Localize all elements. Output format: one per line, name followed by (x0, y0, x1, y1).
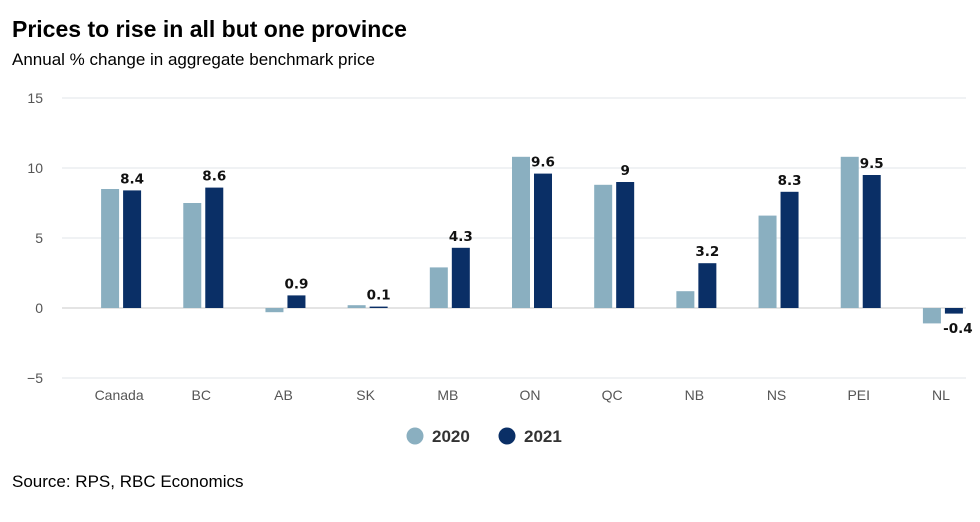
data-labels: 8.4 8.6 0.9 0.1 4.3 9.6 9 3.2 8.3 9.5 -0.4 (120, 155, 973, 337)
bar-2020-nl[interactable] (922, 308, 941, 324)
x-tick-nb: NB (685, 387, 704, 403)
x-tick-canada: Canada (95, 387, 144, 403)
x-tick-ab: AB (274, 387, 293, 403)
bar-2021-canada[interactable] (123, 190, 142, 308)
chart-title: Prices to rise in all but one province (12, 16, 407, 42)
bar-2020-canada[interactable] (101, 189, 120, 308)
y-axis-ticks: 15 10 5 0 −5 (27, 90, 43, 386)
bar-2020-qc[interactable] (594, 184, 613, 308)
bar-2021-pei[interactable] (862, 175, 881, 308)
legend-label-2021[interactable]: 2021 (524, 427, 562, 446)
source-note: Source: RPS, RBC Economics (12, 472, 244, 491)
legend-swatch-2021[interactable] (498, 427, 516, 445)
bar-2020-pei[interactable] (840, 156, 859, 308)
x-tick-sk: SK (356, 387, 375, 403)
data-label-2021-canada: 8.4 (120, 171, 144, 187)
bar-2020-mb[interactable] (429, 267, 448, 308)
x-tick-qc: QC (602, 387, 623, 403)
bar-2020-on[interactable] (512, 156, 530, 308)
bar-2021-sk[interactable] (369, 306, 388, 308)
bar-2021-on[interactable] (534, 173, 552, 308)
x-tick-mb: MB (437, 387, 458, 403)
data-label-2021-ab: 0.9 (284, 276, 308, 292)
x-tick-on: ON (520, 387, 541, 403)
data-label-2021-mb: 4.3 (449, 229, 473, 245)
bar-2021-nb[interactable] (698, 263, 717, 308)
bar-2020-ns[interactable] (758, 215, 777, 308)
y-tick-label: 0 (35, 300, 43, 316)
y-tick-label: 10 (27, 160, 43, 176)
bar-2021-nl[interactable] (944, 308, 963, 314)
bar-2020-nb[interactable] (676, 291, 695, 308)
y-tick-label: −5 (27, 370, 43, 386)
legend[interactable]: 2020 2021 (406, 427, 562, 446)
bar-2021-ns[interactable] (780, 191, 799, 308)
legend-label-2020[interactable]: 2020 (432, 427, 470, 446)
data-label-2021-qc: 9 (620, 163, 629, 179)
y-tick-label: 15 (27, 90, 43, 106)
x-tick-nl: NL (932, 387, 950, 403)
bar-2021-mb[interactable] (451, 247, 470, 308)
data-label-2021-nl: -0.4 (943, 321, 973, 337)
data-label-2021-bc: 8.6 (202, 169, 226, 185)
bar-2020-sk[interactable] (347, 305, 366, 308)
data-label-2021-nb: 3.2 (695, 244, 719, 260)
x-tick-pei: PEI (847, 387, 870, 403)
bar-2020-ab[interactable] (265, 308, 284, 313)
x-axis-ticks: Canada BC AB SK MB ON QC NB NS PEI NL (95, 387, 950, 403)
data-label-2021-on: 9.6 (531, 155, 555, 171)
legend-swatch-2020[interactable] (406, 427, 424, 445)
y-tick-label: 5 (35, 230, 43, 246)
bar-2021-ab[interactable] (287, 295, 306, 308)
chart-subtitle: Annual % change in aggregate benchmark p… (12, 50, 375, 69)
data-label-2021-ns: 8.3 (778, 173, 802, 189)
x-tick-ns: NS (767, 387, 786, 403)
x-tick-bc: BC (192, 387, 211, 403)
bar-2020-bc[interactable] (183, 203, 202, 308)
bar-2021-bc[interactable] (205, 187, 224, 308)
bar-2021-qc[interactable] (616, 182, 635, 308)
data-label-2021-pei: 9.5 (860, 156, 884, 172)
data-label-2021-sk: 0.1 (367, 288, 391, 304)
bars (101, 156, 963, 324)
